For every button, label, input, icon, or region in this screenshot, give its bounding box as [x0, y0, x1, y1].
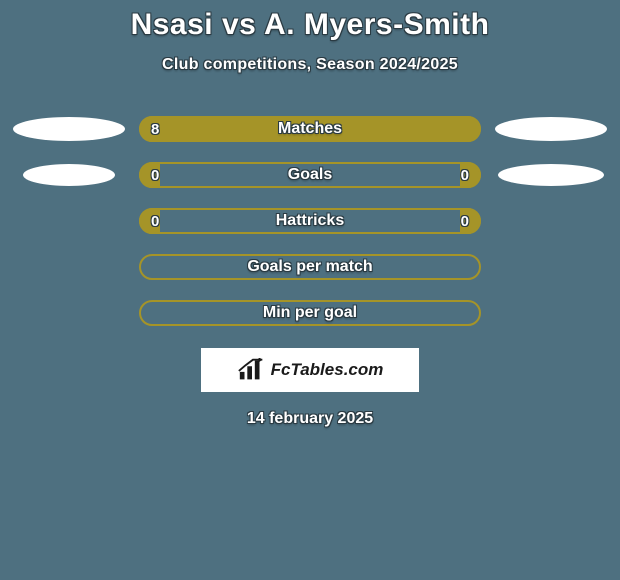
fctables-logo: FcTables.com [201, 348, 419, 392]
stat-label: Goals per match [139, 254, 481, 280]
page-title: Nsasi vs A. Myers-Smith [0, 8, 620, 42]
comparison-infographic: Nsasi vs A. Myers-Smith Club competition… [0, 0, 620, 580]
stat-row: Goals per match [0, 254, 620, 280]
infographic-date: 14 february 2025 [0, 410, 620, 428]
stat-label: Hattricks [139, 208, 481, 234]
stat-label: Min per goal [139, 300, 481, 326]
stat-label: Goals [139, 162, 481, 188]
stat-bar: Goals per match [139, 254, 481, 280]
stat-row: Min per goal [0, 300, 620, 326]
stat-row: 00Hattricks [0, 208, 620, 234]
stats-bars: 8Matches 00Goals 00Hattricks Goals per matc… [0, 116, 620, 326]
stat-row: 8Matches [0, 116, 620, 142]
player-oval-left [13, 117, 125, 141]
subtitle: Club competitions, Season 2024/2025 [0, 56, 620, 74]
stat-row: 00Goals [0, 162, 620, 188]
player-oval-right [495, 117, 607, 141]
bar-chart-icon [237, 358, 267, 382]
player-oval-left [23, 164, 115, 186]
stat-bar: 00Goals [139, 162, 481, 188]
stat-bar: 8Matches [139, 116, 481, 142]
logo-text: FcTables.com [271, 360, 384, 380]
stat-bar: 00Hattricks [139, 208, 481, 234]
player-oval-right [498, 164, 604, 186]
stat-label: Matches [139, 116, 481, 142]
stat-bar: Min per goal [139, 300, 481, 326]
